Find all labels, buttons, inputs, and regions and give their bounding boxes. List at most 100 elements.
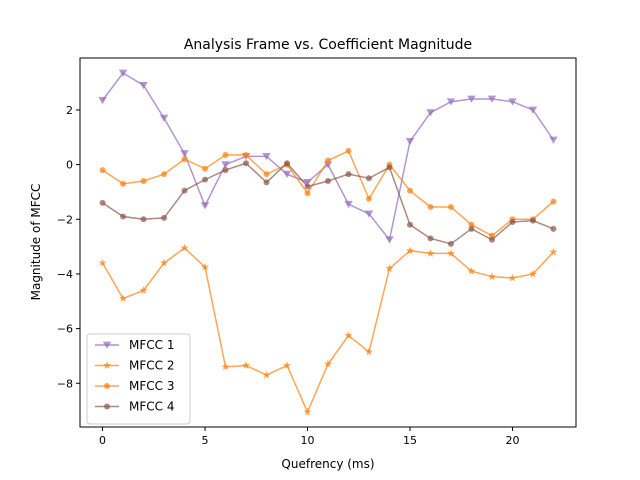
data-point-mfcc-2 — [405, 246, 414, 255]
data-point-mfcc-2 — [160, 258, 169, 267]
data-point-mfcc-3 — [468, 221, 475, 228]
data-point-mfcc-1 — [446, 98, 456, 106]
x-tick-label: 5 — [202, 434, 209, 447]
data-point-mfcc-1 — [262, 153, 271, 161]
data-point-mfcc-1 — [344, 200, 353, 209]
data-point-mfcc-4 — [222, 167, 229, 174]
data-point-mfcc-1 — [364, 210, 374, 218]
legend-box — [86, 333, 191, 425]
x-tick-label: 10 — [301, 434, 315, 447]
data-point-mfcc-3 — [488, 232, 495, 239]
x-tick-label: 15 — [403, 434, 417, 447]
data-point-mfcc-2 — [283, 361, 291, 369]
axes-frame — [79, 57, 577, 428]
data-point-mfcc-4 — [488, 236, 495, 243]
y-tick-label: −8 — [57, 377, 73, 390]
data-point-mfcc-1 — [385, 236, 394, 244]
data-point-mfcc-4 — [140, 216, 147, 223]
plot-area — [98, 69, 558, 416]
data-point-mfcc-1 — [180, 150, 189, 158]
data-point-mfcc-1 — [282, 170, 292, 178]
y-tick-label: −6 — [57, 323, 73, 336]
data-point-mfcc-4 — [509, 219, 516, 225]
data-point-mfcc-4 — [447, 240, 454, 247]
data-point-mfcc-2 — [201, 262, 210, 271]
data-point-mfcc-3 — [161, 171, 168, 178]
data-point-mfcc-4 — [161, 214, 168, 221]
data-point-mfcc-3 — [181, 156, 188, 163]
data-point-mfcc-2 — [508, 273, 517, 282]
data-point-mfcc-4 — [181, 187, 188, 194]
data-point-mfcc-2 — [365, 347, 373, 356]
legend-marker — [103, 361, 111, 369]
legend-marker — [104, 403, 110, 410]
y-tick-label: 2 — [66, 104, 73, 117]
x-tick-label: 20 — [505, 434, 519, 447]
data-point-mfcc-1 — [221, 161, 230, 169]
data-point-mfcc-1 — [487, 95, 497, 103]
data-point-mfcc-4 — [529, 217, 536, 224]
data-point-mfcc-3 — [365, 195, 372, 202]
data-point-mfcc-1 — [303, 179, 312, 187]
data-point-mfcc-1 — [118, 69, 128, 77]
data-point-mfcc-3 — [222, 152, 229, 159]
data-point-mfcc-2 — [344, 331, 353, 339]
series-line-mfcc-1 — [101, 72, 555, 242]
data-point-mfcc-3 — [427, 203, 434, 210]
data-point-mfcc-3 — [120, 180, 127, 187]
data-point-mfcc-3 — [263, 171, 270, 178]
data-point-mfcc-4 — [325, 178, 331, 184]
data-point-mfcc-2 — [528, 269, 537, 278]
y-axis-label: Magnitude of MFCC — [29, 184, 43, 301]
data-point-mfcc-3 — [345, 147, 352, 154]
data-point-mfcc-1 — [467, 95, 476, 103]
data-point-mfcc-3 — [99, 167, 106, 174]
y-tick-label: −2 — [57, 213, 73, 226]
legend-label: MFCC 1 — [129, 338, 174, 352]
data-point-mfcc-2 — [98, 258, 107, 267]
legend-label: MFCC 2 — [129, 359, 174, 373]
chart-title: Analysis Frame vs. Coefficient Magnitude — [184, 37, 472, 53]
data-point-mfcc-1 — [528, 106, 538, 114]
data-point-mfcc-2 — [139, 286, 148, 294]
data-point-mfcc-4 — [304, 183, 311, 190]
data-point-mfcc-2 — [242, 361, 251, 369]
data-point-mfcc-3 — [243, 152, 250, 159]
data-point-mfcc-1 — [139, 81, 148, 90]
x-axis-label: Quefrency (ms) — [281, 457, 374, 471]
data-point-mfcc-2 — [119, 294, 128, 302]
data-point-mfcc-2 — [221, 362, 230, 371]
data-point-mfcc-2 — [467, 267, 476, 275]
data-point-mfcc-4 — [284, 160, 291, 167]
data-point-mfcc-2 — [324, 359, 332, 368]
data-point-mfcc-4 — [550, 225, 557, 232]
legend-marker — [102, 341, 112, 349]
data-point-mfcc-4 — [468, 225, 475, 232]
data-point-mfcc-1 — [549, 136, 558, 144]
data-point-mfcc-3 — [447, 203, 454, 210]
data-point-mfcc-4 — [427, 235, 434, 242]
data-point-mfcc-2 — [262, 370, 271, 379]
data-point-mfcc-2 — [426, 249, 435, 257]
data-point-mfcc-3 — [140, 178, 147, 184]
data-point-mfcc-2 — [446, 249, 455, 257]
data-point-mfcc-4 — [263, 179, 270, 186]
legend-label: MFCC 3 — [129, 379, 174, 393]
data-point-mfcc-1 — [508, 98, 517, 106]
legend: MFCC 1 MFCC 2 MFCC 3 MFCC 4 — [86, 333, 191, 425]
data-point-mfcc-4 — [99, 199, 106, 206]
data-point-mfcc-2 — [487, 272, 496, 281]
data-point-mfcc-1 — [405, 138, 415, 146]
data-point-mfcc-2 — [180, 243, 189, 252]
data-point-mfcc-3 — [202, 165, 209, 172]
y-tick-label: −4 — [57, 268, 73, 281]
data-point-mfcc-4 — [386, 164, 393, 171]
legend-label: MFCC 4 — [129, 400, 174, 414]
x-tick-label: 0 — [99, 434, 106, 447]
data-point-mfcc-1 — [200, 202, 210, 210]
legend-marker — [104, 383, 110, 389]
data-point-mfcc-4 — [345, 171, 352, 178]
data-point-mfcc-2 — [303, 407, 312, 416]
